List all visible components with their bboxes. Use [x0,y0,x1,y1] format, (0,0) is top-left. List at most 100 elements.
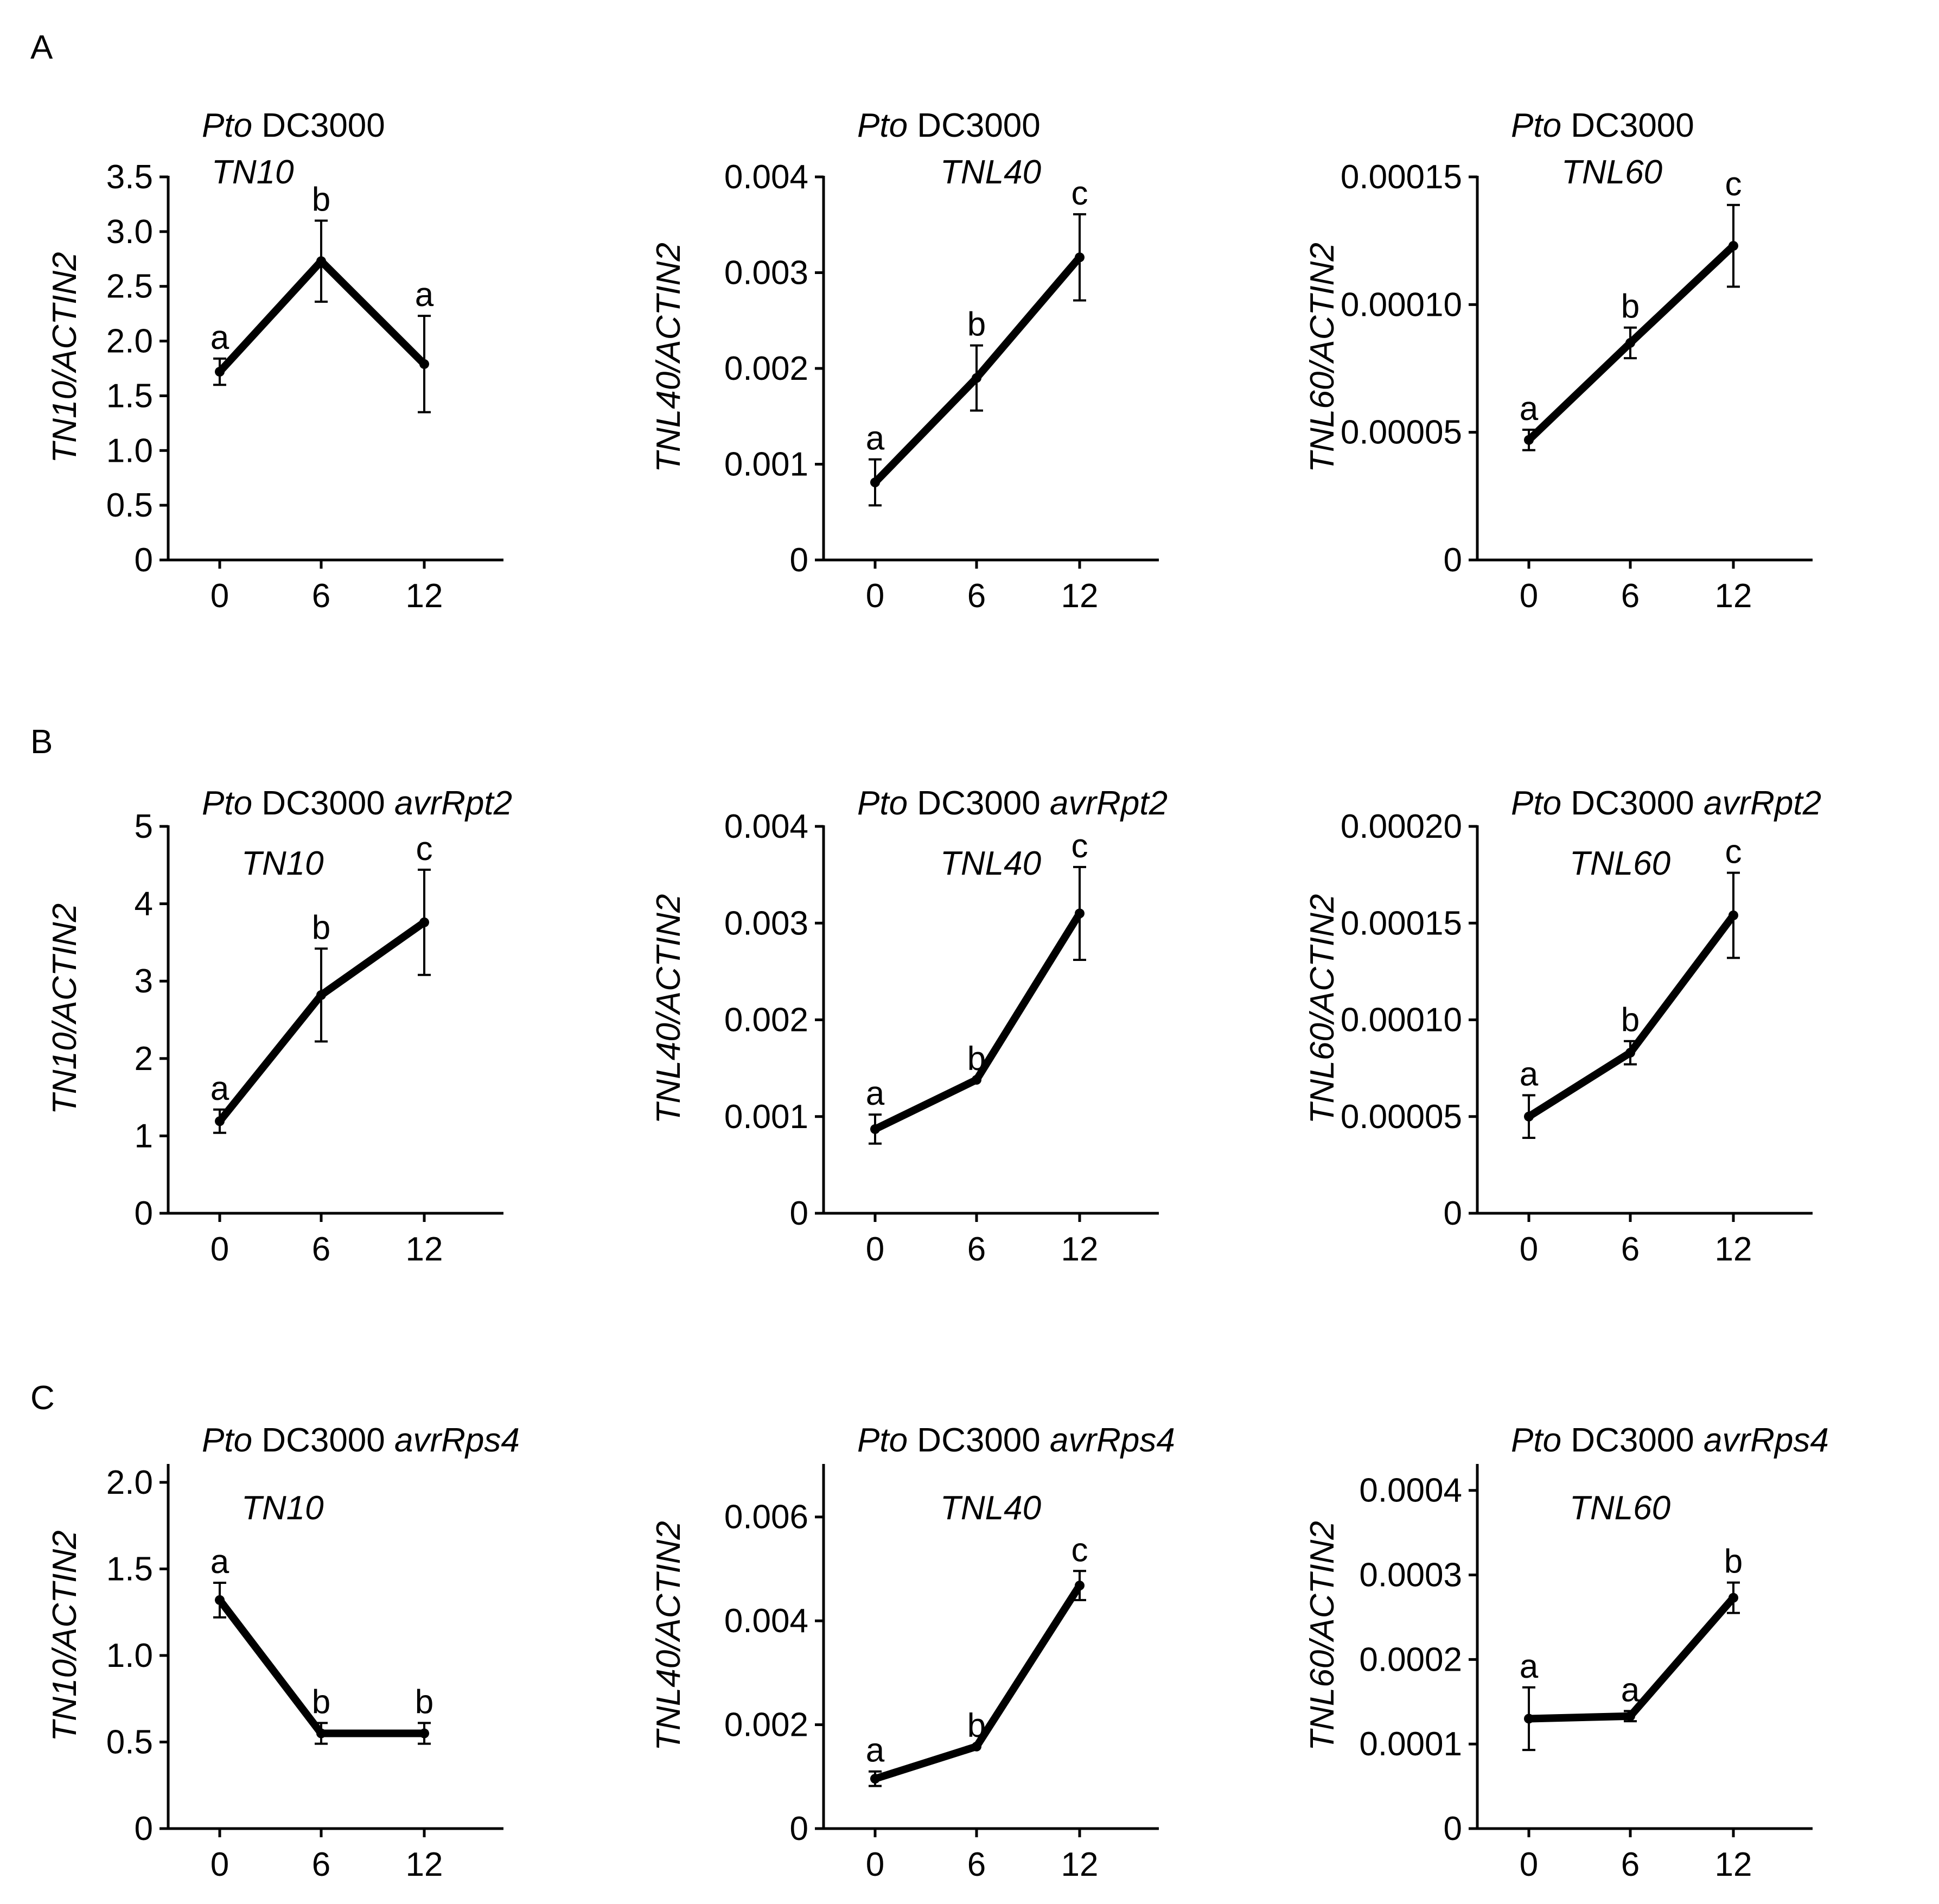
y-tick-label: 0.003 [724,254,808,292]
y-tick-label: 0 [1444,542,1462,579]
chart-a-tnl40: 0 0.001 0.002 0.003 0.004 0 6 12 TNL40/ACTIN2 Pto… [650,107,1159,615]
data-point [215,1116,225,1126]
x-tick-label: 12 [1061,577,1099,615]
significance-letter: b [312,181,330,219]
chart-b-tnl40: 0 0.001 0.002 0.003 0.004 0 6 12 TNL40/ACTIN2 Pto… [650,785,1168,1268]
gene-label: TNL60 [1570,845,1670,882]
y-tick-label: 0.00010 [1341,286,1462,323]
data-point [1625,338,1635,348]
gene-label: TNL60 [1561,154,1662,191]
gene-label: TNL60 [1570,1489,1670,1527]
data-point [316,990,326,1000]
x-tick-label: 6 [967,1846,986,1883]
y-tick-label: 0.002 [724,1706,808,1744]
significance-letter: c [1725,165,1742,203]
y-axis-label: TNL60/ACTIN2 [1304,1521,1341,1751]
x-tick-label: 0 [1520,1846,1538,1883]
data-point [972,1741,981,1752]
y-tick-label: 0.004 [724,158,808,196]
significance-letter: a [866,1075,885,1112]
x-tick-label: 6 [967,1231,986,1268]
y-tick-label: 0.004 [724,808,808,845]
data-point [1625,1711,1635,1721]
chart-a-tnl60: 0 0.00005 0.00010 0.00015 0 6 12 TNL60/ACTIN2 Pt… [1304,107,1813,615]
gene-label: TN10 [241,845,324,882]
chart-title: Pto DC3000 [202,107,385,144]
series-line [873,911,1083,1133]
data-point [1524,1714,1534,1724]
y-axis-label: TNL60/ACTIN2 [1304,894,1341,1124]
chart-title: Pto DC3000 [1511,107,1694,144]
data-point [1728,241,1738,251]
x-tick-label: 0 [1520,1231,1538,1268]
data-point [419,917,429,927]
chart-title: Pto DC3000 avrRpt2 [1511,785,1821,822]
y-tick-label: 0.004 [724,1602,808,1640]
y-axis-label: TNL40/ACTIN2 [650,243,687,473]
y-tick-label: 0.00015 [1341,905,1462,942]
significance-letter: a [1621,1671,1640,1709]
chart-b-tnl60: 0 0.00005 0.00010 0.00015 0.00020 0 6 12 TNL60/A… [1304,785,1821,1268]
significance-letter: a [211,319,229,356]
y-tick-label: 2.5 [106,268,153,305]
y-tick-label: 0.003 [724,905,808,942]
y-tick-label: 0 [1444,1810,1462,1848]
data-point [316,256,326,266]
gene-label: TN10 [212,154,294,191]
y-tick-label: 0 [135,1195,153,1232]
gene-label: TNL40 [940,1489,1041,1527]
gene-label: TNL40 [940,845,1041,882]
chart-grid: 00.51.01.52.02.53.03.50 6 12TN10/ACTIN2Pto… [46,107,1829,1883]
x-tick-label: 12 [1715,577,1752,615]
y-tick-label: 0.001 [724,1098,808,1136]
significance-letter: a [866,420,885,457]
significance-letter: b [967,1707,986,1744]
data-point [1075,252,1085,263]
x-tick-label: 6 [312,577,330,615]
y-axis-label: TNL60/ACTIN2 [1304,243,1341,473]
y-tick-label: 2.0 [106,323,153,360]
y-tick-label: 0.0001 [1359,1725,1462,1763]
y-tick-label: 0.002 [724,350,808,387]
x-tick-label: 0 [211,1231,229,1268]
chart-c-tnl40: 0 0.002 0.004 0.006 0 6 12 TNL40/ACTIN2 Pto DC30… [650,1422,1175,1883]
x-tick-label: 12 [406,1846,443,1883]
significance-letter: a [866,1732,885,1769]
panel-label-b: B [30,723,53,761]
y-tick-label: 0.00020 [1341,808,1462,845]
y-tick-label: 0.5 [106,1723,153,1761]
x-tick-label: 12 [1715,1846,1752,1883]
x-tick-label: 0 [866,1846,884,1883]
data-point [870,1124,880,1134]
significance-letter: b [967,1040,986,1078]
y-tick-label: 0.002 [724,1002,808,1039]
y-tick-label: 0.006 [724,1499,808,1536]
y-tick-label: 3.5 [106,158,153,196]
data-point [1524,435,1534,445]
data-point [419,1728,429,1739]
y-axis-label: TN10/ACTIN2 [46,1530,84,1741]
panel-label-a: A [30,29,53,66]
chart-a-tn10: 0 0.5 1.0 1.5 2.0 2.5 3.0 3.5 0 6 12 TN10/ACTIN2 Pto… [46,107,503,615]
y-tick-label: 0 [135,1810,153,1848]
y-tick-label: 1.0 [106,1637,153,1674]
data-point [419,359,429,369]
x-tick-label: 6 [1621,577,1640,615]
chart-title: Pto DC3000 [857,107,1041,144]
y-tick-label: 2.0 [106,1464,153,1501]
y-tick-label: 0.5 [106,487,153,524]
gene-label: TN10 [241,1489,324,1527]
x-tick-label: 12 [1715,1231,1752,1268]
x-tick-label: 0 [211,577,229,615]
y-axis-label: TN10/ACTIN2 [46,903,84,1115]
y-axis-label: TN10/ACTIN2 [46,252,84,463]
significance-letter: a [211,1070,229,1107]
y-tick-label: 0 [790,1810,808,1848]
y-tick-label: 0.00005 [1341,1098,1462,1136]
significance-letter: b [1724,1543,1743,1581]
significance-letter: b [312,1683,330,1721]
y-tick-label: 5 [135,808,153,845]
y-tick-label: 1.0 [106,432,153,469]
data-point [1625,1048,1635,1058]
